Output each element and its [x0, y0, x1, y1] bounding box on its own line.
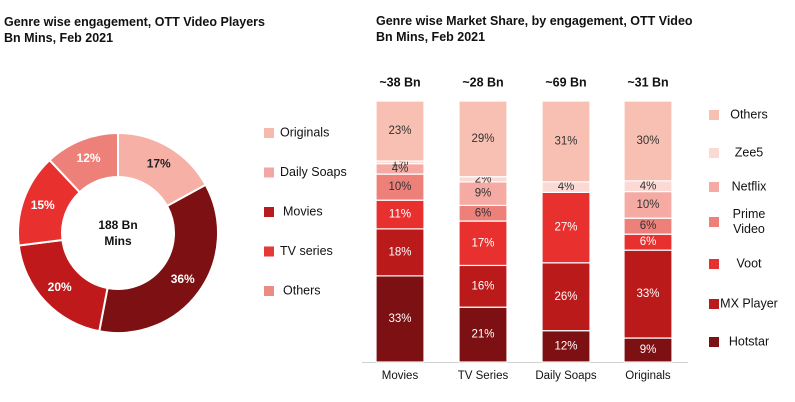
- bar-value-label: 27%: [554, 222, 577, 234]
- bar-value-label: 9%: [640, 344, 657, 356]
- donut-legend-swatch-tv-series: [264, 246, 274, 257]
- bar-legend-label-prime-video: Prime Video: [733, 207, 766, 236]
- bar-segment-others-daily-soaps: [541, 100, 591, 183]
- bar-segment-hotstar-daily-soaps: [541, 330, 591, 363]
- bar-legend-label-hotstar: Hotstar: [729, 334, 769, 348]
- x-tick-label: Daily Soaps: [535, 370, 597, 382]
- bar-value-label: 9%: [475, 188, 492, 200]
- donut-legend-label-movies: Movies: [283, 204, 323, 218]
- bar-segment-hotstar-tv-series: [458, 306, 508, 363]
- bar-value-label: 6%: [475, 207, 492, 219]
- bar-segment-mx-player-daily-soaps: [541, 262, 591, 332]
- bar-value-label: 6%: [640, 220, 657, 232]
- bar-segment-others-tv-series: [458, 100, 508, 178]
- bar-total-label: ~38 Bn: [379, 75, 420, 89]
- bar-legend-swatch-netflix: [709, 182, 719, 192]
- donut-chart-title: Genre wise engagement, OTT Video Players…: [4, 15, 265, 45]
- donut-slice-label: 36%: [171, 272, 195, 286]
- bar-legend-label-voot: Voot: [736, 256, 762, 270]
- bar-value-label: 16%: [471, 280, 494, 292]
- bar-total-label: ~69 Bn: [545, 75, 586, 89]
- bar-legend-swatch-zee5: [709, 148, 719, 158]
- donut-legend-label-daily-soaps: Daily Soaps: [280, 165, 347, 179]
- donut-legend-label-originals: Originals: [280, 125, 329, 139]
- bar-segment-mx-player-originals: [623, 249, 673, 339]
- bar-legend-label-mx-player: MX Player: [720, 296, 778, 310]
- bar-legend-label-netflix: Netflix: [732, 179, 767, 193]
- bar-chart-title: Genre wise Market Share, by engagement, …: [376, 14, 693, 44]
- donut-slice-label: 15%: [31, 198, 55, 212]
- bar-segment-others-originals: [623, 100, 673, 182]
- bar-segment-others-movies: [375, 100, 425, 162]
- bar-value-label: 26%: [554, 291, 577, 303]
- bar-value-label: 10%: [636, 199, 659, 211]
- bar-value-label: 12%: [554, 340, 577, 352]
- bar-value-label: 30%: [636, 135, 659, 147]
- bar-value-label: 10%: [388, 181, 411, 193]
- donut-slice-daily-soaps: [98, 183, 219, 334]
- bar-value-label: 33%: [636, 288, 659, 300]
- bar-value-label: 31%: [554, 135, 577, 147]
- bar-segment-mx-player-movies: [375, 228, 425, 277]
- bar-value-label: 6%: [640, 236, 657, 248]
- bar-value-label: 18%: [388, 246, 411, 258]
- x-tick-label: TV Series: [458, 370, 509, 382]
- bar-value-label: 4%: [640, 180, 657, 192]
- bar-legend-label-others: Others: [730, 107, 768, 121]
- bar-value-label: 23%: [388, 125, 411, 137]
- bar-value-label: 29%: [471, 133, 494, 145]
- donut-legend-label-tv-series: TV series: [280, 244, 333, 258]
- bar-segment-mx-player-tv-series: [458, 264, 508, 308]
- x-tick-label: Movies: [382, 370, 419, 382]
- donut-legend-swatch-originals: [264, 128, 274, 138]
- donut-slice-label: 17%: [147, 156, 171, 170]
- donut-legend-swatch-others: [264, 286, 274, 296]
- bar-value-label: 33%: [388, 313, 411, 325]
- donut-center-value: 188 Bn: [98, 218, 137, 232]
- bar-legend-swatch-others: [709, 110, 719, 120]
- bar-value-label: 11%: [389, 209, 411, 221]
- bar-legend-swatch-mx-player: [709, 299, 719, 309]
- bar-legend-swatch-voot: [709, 259, 719, 269]
- bar-segment-prime-video-movies: [375, 173, 425, 201]
- x-tick-label: Originals: [625, 370, 671, 382]
- bar-value-label: 17%: [471, 237, 494, 249]
- bar-legend-swatch-prime-video: [709, 217, 719, 227]
- bar-value-label: 4%: [558, 181, 575, 193]
- bar-segment-voot-movies: [375, 199, 425, 230]
- bar-segment-voot-daily-soaps: [541, 191, 591, 264]
- bar-value-label: 4%: [392, 163, 409, 175]
- donut-slice-label: 20%: [48, 280, 72, 294]
- donut-legend-swatch-movies: [264, 207, 274, 217]
- donut-center-unit: Mins: [104, 234, 132, 248]
- donut-slice-others: [48, 131, 119, 194]
- bar-legend-label-zee5: Zee5: [735, 145, 764, 159]
- bar-total-label: ~28 Bn: [462, 75, 503, 89]
- donut-slice-label: 12%: [77, 151, 101, 165]
- bar-total-label: ~31 Bn: [627, 75, 668, 89]
- bar-value-label: 21%: [471, 329, 494, 341]
- donut-legend-label-others: Others: [283, 283, 321, 297]
- donut-legend-swatch-daily-soaps: [264, 167, 274, 178]
- bar-legend-swatch-hotstar: [709, 337, 719, 347]
